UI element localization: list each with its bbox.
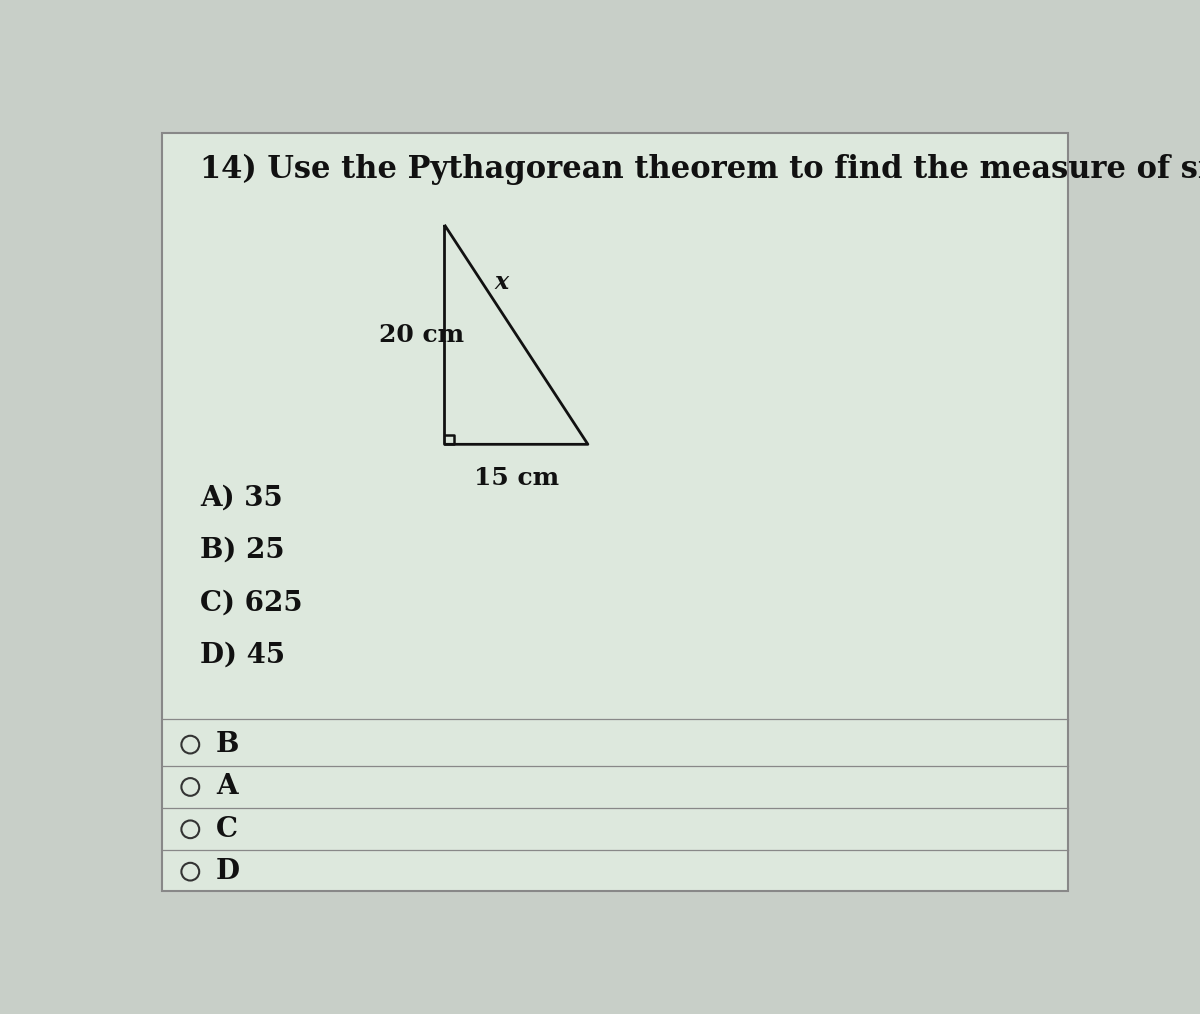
Text: 14) Use the Pythagorean theorem to find the measure of side: 14) Use the Pythagorean theorem to find … (200, 154, 1200, 186)
Text: C) 625: C) 625 (200, 589, 302, 617)
FancyBboxPatch shape (162, 133, 1068, 891)
Text: B: B (216, 731, 239, 758)
Text: D) 45: D) 45 (200, 642, 286, 669)
Text: A: A (216, 774, 238, 800)
Text: B) 25: B) 25 (200, 537, 286, 564)
Text: 20 cm: 20 cm (379, 322, 463, 347)
Text: C: C (216, 816, 238, 843)
Text: 15 cm: 15 cm (474, 465, 559, 490)
Text: A) 35: A) 35 (200, 485, 283, 512)
Text: D: D (216, 858, 240, 885)
Text: x: x (494, 271, 508, 294)
